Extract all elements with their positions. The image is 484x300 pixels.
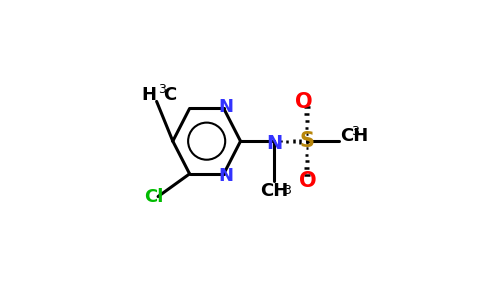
Text: 3: 3 <box>158 83 166 96</box>
Text: N: N <box>219 98 234 116</box>
Text: N: N <box>219 167 234 184</box>
Text: H: H <box>142 86 157 104</box>
Text: 3: 3 <box>283 184 291 197</box>
Text: O: O <box>299 171 316 191</box>
Text: O: O <box>295 92 313 112</box>
Text: CH: CH <box>340 127 368 145</box>
Text: N: N <box>266 134 283 153</box>
Text: CH: CH <box>260 182 288 200</box>
Text: C: C <box>163 86 176 104</box>
Text: Cl: Cl <box>144 188 164 206</box>
Text: S: S <box>299 131 314 151</box>
Text: 3: 3 <box>351 125 359 138</box>
